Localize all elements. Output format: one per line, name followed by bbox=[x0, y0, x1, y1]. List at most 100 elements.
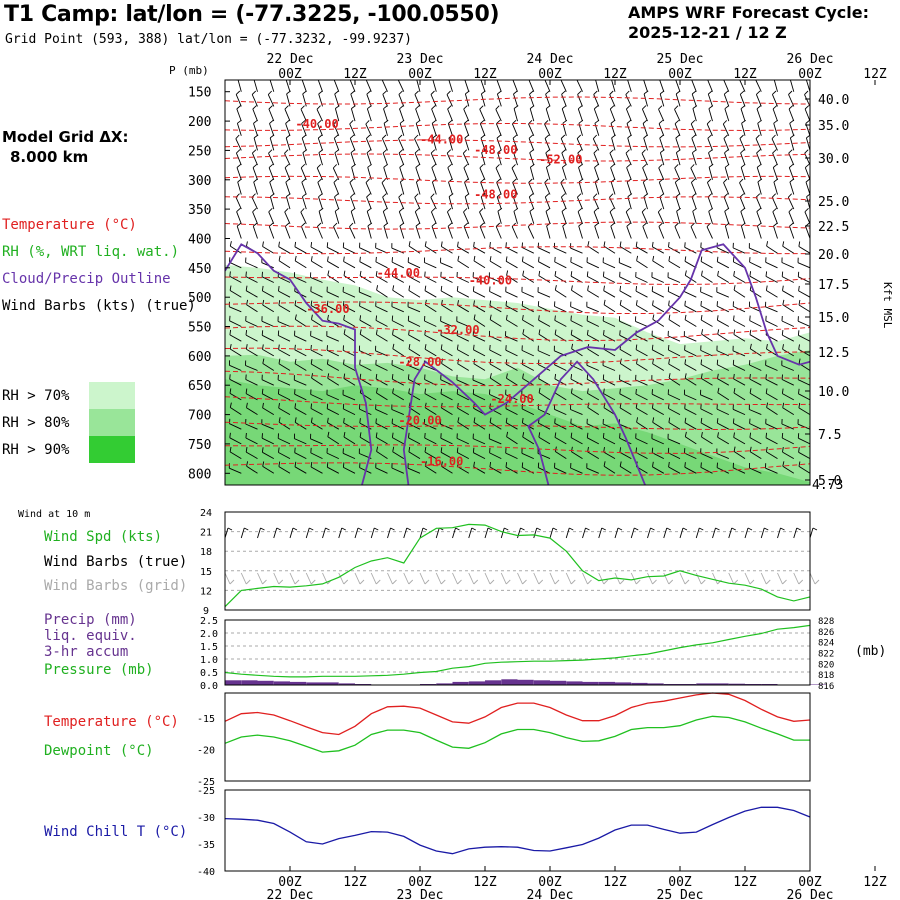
surface-barb-true-flag bbox=[325, 527, 330, 531]
precip-bar bbox=[290, 681, 307, 685]
wind-barb bbox=[463, 211, 470, 224]
wind-barb bbox=[626, 181, 632, 195]
surface-barb-true-flag bbox=[617, 527, 623, 531]
wind-barb bbox=[771, 138, 778, 151]
wind-barb-flag bbox=[440, 285, 443, 291]
wind-barb bbox=[740, 167, 746, 180]
wind-barb bbox=[554, 467, 567, 474]
wind-barb bbox=[651, 276, 664, 283]
wind-barb bbox=[674, 167, 681, 180]
wind-barb-flag bbox=[554, 285, 557, 291]
surface-barb-true bbox=[647, 527, 651, 539]
wind-barb-flag bbox=[668, 359, 670, 365]
wind-barb bbox=[375, 261, 388, 269]
wind-barb-flag bbox=[327, 373, 330, 379]
wind-barb bbox=[383, 123, 388, 136]
surface-barb-true bbox=[435, 527, 440, 539]
wind-barb-flag bbox=[408, 344, 411, 350]
wind-barb-flag bbox=[741, 222, 746, 227]
wind-barb bbox=[593, 108, 600, 122]
wind-barb-flag bbox=[221, 106, 225, 109]
wind-barb bbox=[225, 222, 226, 224]
wind-barb-flag bbox=[700, 417, 703, 423]
wind-barb-flag bbox=[560, 178, 565, 184]
wind-barb bbox=[692, 108, 697, 122]
wind-barb bbox=[577, 211, 583, 224]
wind-barb-flag bbox=[717, 432, 719, 438]
wind-barb-flag bbox=[294, 314, 297, 320]
wind-barb bbox=[805, 181, 810, 195]
wind-barb bbox=[749, 423, 762, 430]
wind-barb bbox=[300, 109, 307, 122]
wind-barb-flag bbox=[235, 134, 240, 140]
wind-barb-flag bbox=[561, 149, 566, 154]
wind-barb-flag bbox=[294, 403, 297, 409]
height-tick-label: 10.0 bbox=[818, 385, 849, 400]
surface-barb-grid bbox=[809, 572, 816, 585]
wind-barb bbox=[789, 80, 795, 92]
wind-barb-flag bbox=[496, 193, 502, 198]
wind-barb bbox=[391, 364, 404, 371]
wind-barb-flag bbox=[587, 285, 589, 291]
wind-barb bbox=[675, 93, 681, 107]
wind-barb bbox=[675, 152, 681, 166]
wind-barb-flag bbox=[473, 417, 476, 423]
wind-barb-flag bbox=[692, 207, 697, 212]
wind-barb bbox=[294, 276, 307, 283]
wind-barb bbox=[225, 384, 226, 386]
surface-barb-true bbox=[305, 527, 310, 539]
surface-barb-true bbox=[712, 527, 716, 539]
wind-barb bbox=[473, 246, 486, 254]
surface-barb-true bbox=[777, 527, 781, 539]
wind-barb-flag bbox=[626, 163, 631, 168]
wind-barb bbox=[529, 152, 535, 166]
wind-barb-flag bbox=[756, 105, 762, 110]
wind-barb-flag bbox=[593, 90, 598, 95]
wind-barb bbox=[651, 379, 664, 386]
surface-barb-grid bbox=[549, 572, 556, 585]
precip-ticks: 2.52.01.51.00.50.0 bbox=[200, 616, 218, 692]
wind-barb bbox=[554, 364, 567, 371]
wind-barb bbox=[716, 350, 729, 357]
wind-barb bbox=[327, 466, 340, 474]
surface-barb-grid bbox=[728, 572, 735, 585]
wind-barb bbox=[782, 290, 795, 298]
wind-barb bbox=[472, 379, 486, 386]
surface-barb-true-flag bbox=[422, 527, 428, 531]
wind-barb-flag bbox=[326, 242, 329, 248]
wind-barb bbox=[440, 437, 453, 445]
wind-barb-flag bbox=[465, 76, 469, 79]
wind-barb-flag bbox=[804, 105, 810, 110]
wind-barb bbox=[586, 467, 599, 474]
wind-barb-flag bbox=[301, 222, 306, 227]
wind-barb-flag bbox=[545, 149, 550, 154]
wind-barb bbox=[804, 108, 810, 122]
wind-barb-flag bbox=[343, 359, 345, 365]
wind-barb-flag bbox=[576, 134, 582, 139]
wind-barb bbox=[392, 289, 405, 298]
wind-barb-flag bbox=[333, 119, 338, 125]
wind-barb bbox=[756, 225, 762, 239]
wind-barb-flag bbox=[724, 90, 729, 95]
isotherm-labels: -40.00-44.00-48.00-52.00-48.00-44.00-40.… bbox=[295, 117, 582, 469]
wind-barb-flag bbox=[359, 373, 362, 379]
surface-barb-true bbox=[322, 527, 326, 539]
wind-barb bbox=[245, 365, 258, 371]
wind-barb-flag bbox=[414, 134, 419, 140]
isotherm bbox=[225, 246, 810, 255]
wind-barb-flag bbox=[359, 315, 362, 321]
wind-barb bbox=[473, 393, 486, 401]
wind-barb-flag bbox=[245, 330, 248, 336]
wind-barb-flag bbox=[788, 149, 793, 154]
wind-barb bbox=[489, 452, 502, 460]
wind-barb-flag bbox=[798, 388, 800, 394]
surface-barb-true bbox=[354, 527, 359, 539]
wind-barb bbox=[457, 349, 470, 357]
wind-barb-flag bbox=[448, 119, 453, 124]
wind-barb bbox=[773, 80, 778, 92]
wind-barb bbox=[301, 196, 307, 210]
wind-barb-flag bbox=[473, 300, 475, 306]
wind-barb-flag bbox=[609, 207, 615, 213]
wind-barb bbox=[225, 90, 226, 92]
wind-barb-flag bbox=[392, 329, 394, 335]
